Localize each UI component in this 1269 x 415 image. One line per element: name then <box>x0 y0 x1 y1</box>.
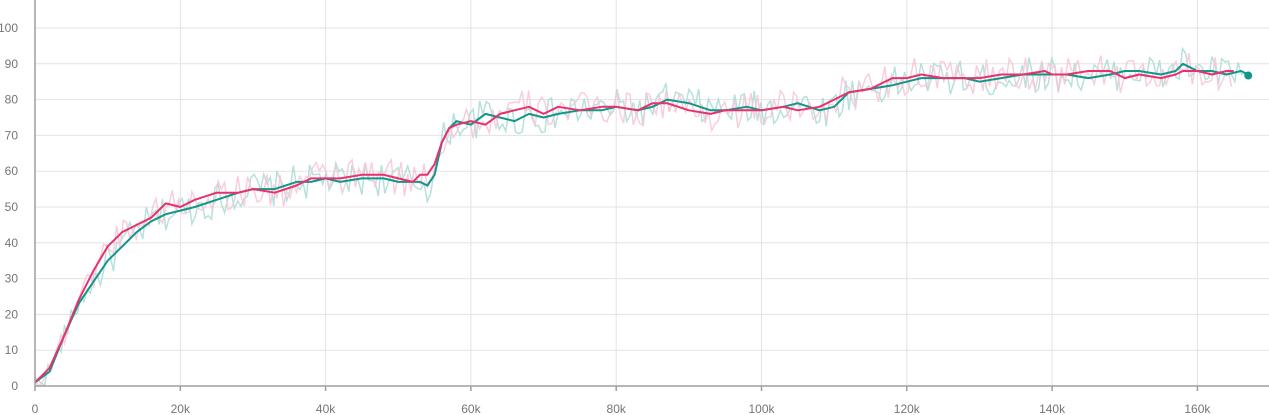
grid-lines <box>35 0 1269 386</box>
y-tick-label: 50 <box>5 200 19 214</box>
y-tick-label: 10 <box>5 343 19 357</box>
x-tick-label: 80k <box>607 402 627 415</box>
y-tick-label: 0 <box>11 379 18 393</box>
x-tick-label: 140k <box>1039 402 1066 415</box>
y-tick-label: 40 <box>5 236 19 250</box>
x-tick-label: 20k <box>171 402 191 415</box>
y-tick-label: 20 <box>5 307 19 321</box>
x-tick-label: 0 <box>32 402 39 415</box>
raw-series-line <box>34 46 1249 386</box>
raw-series-line <box>34 53 1233 388</box>
x-tick-label: 60k <box>461 402 481 415</box>
raw-series-layer <box>34 46 1249 388</box>
series-end-marker <box>1244 71 1253 80</box>
x-tick-label: 120k <box>894 402 921 415</box>
y-tick-label: 70 <box>5 128 19 142</box>
axes <box>34 0 1269 391</box>
x-tick-label: 160k <box>1184 402 1211 415</box>
y-tick-label: 100 <box>0 21 18 35</box>
y-tick-label: 80 <box>5 93 19 107</box>
y-tick-label: 60 <box>5 164 19 178</box>
x-tick-label: 100k <box>748 402 775 415</box>
y-tick-label: 30 <box>5 272 19 286</box>
smoothed-series-layer <box>34 62 1253 384</box>
y-tick-label: 90 <box>5 57 19 71</box>
tick-labels: 0 10 20 30 40 50 60 70 80 90 100 0 20k 40k 60k 80k 100k 1… <box>0 21 1211 415</box>
smoothed-series-line <box>34 70 1234 384</box>
x-tick-label: 40k <box>316 402 336 415</box>
